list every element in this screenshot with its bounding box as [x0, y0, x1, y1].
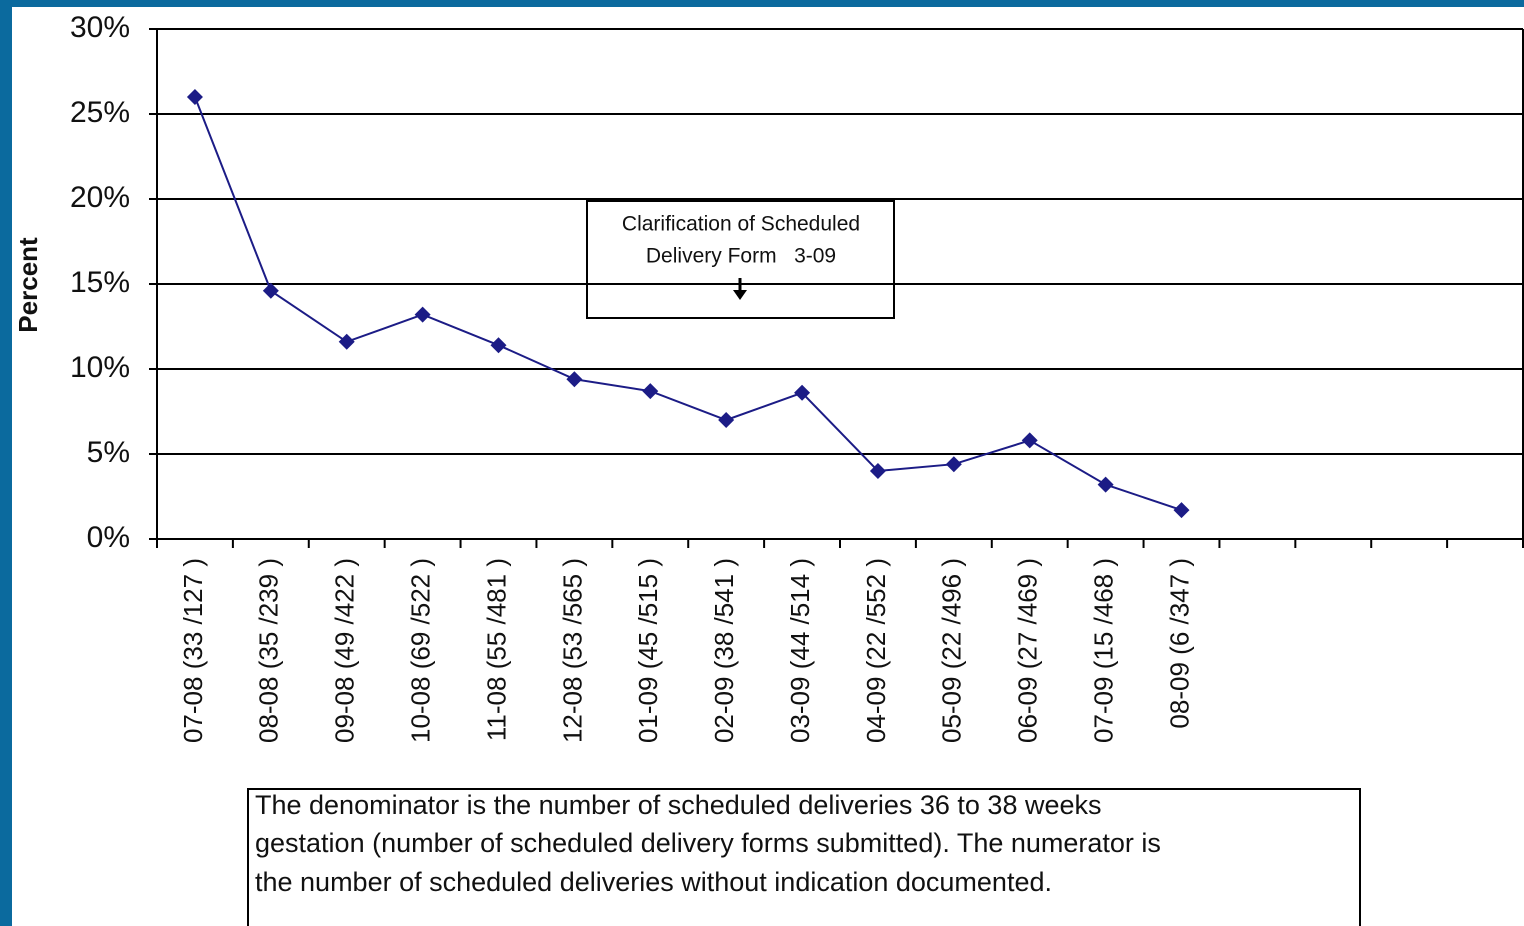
chart-background	[12, 7, 1524, 926]
data-marker	[945, 456, 962, 473]
y-axis-title: Percent	[13, 237, 43, 333]
x-tick-label: 12-08 (53 /565 )	[557, 558, 587, 743]
y-tick-label: 30%	[70, 11, 130, 44]
note-box	[247, 788, 1361, 926]
x-tick-label: 08-08 (35 /239 )	[254, 558, 284, 743]
y-tick-label: 15%	[70, 266, 130, 299]
data-marker	[1173, 502, 1190, 519]
series-line	[194, 96, 1182, 512]
data-marker	[718, 412, 735, 428]
x-tick-label: 10-08 (69 /522 )	[405, 558, 435, 743]
x-tick-label: 05-09 (22 /496 )	[937, 558, 967, 743]
data-marker	[186, 89, 203, 105]
data-marker	[869, 463, 886, 479]
annotation-text: Clarification of Scheduled	[622, 213, 860, 236]
note-text: The denominator is the number of schedul…	[255, 790, 1102, 820]
note-text: the number of scheduled deliveries witho…	[255, 867, 1052, 897]
y-tick-label: 25%	[70, 96, 130, 129]
x-tick-label: 09-08 (49 /422 )	[330, 558, 360, 743]
x-tick-label: 08-09 (6 /347 )	[1164, 558, 1194, 729]
data-marker	[566, 371, 583, 388]
note-text: gestation (number of scheduled delivery …	[255, 828, 1161, 858]
x-tick-label: 04-09 (22 /552 )	[861, 558, 891, 743]
data-marker	[1021, 432, 1038, 449]
x-tick-label: 07-09 (15 /468 )	[1088, 558, 1118, 743]
x-tick-label: 02-09 (38 /541 )	[709, 558, 739, 743]
data-marker	[262, 282, 279, 299]
data-marker	[338, 333, 355, 350]
y-tick-label: 0%	[87, 521, 130, 554]
y-tick-label: 20%	[70, 181, 130, 214]
annotation-arrow-head	[733, 290, 747, 300]
data-marker	[642, 383, 659, 400]
data-marker	[794, 384, 811, 401]
data-marker	[1097, 476, 1114, 493]
annotation-text: Delivery Form 3-09	[646, 245, 836, 268]
x-tick-label: 06-09 (27 /469 )	[1013, 558, 1043, 743]
x-tick-label: 01-09 (45 /515 )	[633, 558, 663, 743]
data-marker	[414, 306, 431, 323]
x-tick-label: 03-09 (44 /514 )	[785, 558, 815, 743]
y-tick-label: 5%	[87, 436, 130, 469]
data-marker	[490, 337, 507, 354]
y-tick-label: 10%	[70, 351, 130, 384]
x-tick-label: 11-08 (55 /481 )	[481, 558, 511, 741]
x-tick-label: 07-08 (33 /127 )	[178, 558, 208, 743]
